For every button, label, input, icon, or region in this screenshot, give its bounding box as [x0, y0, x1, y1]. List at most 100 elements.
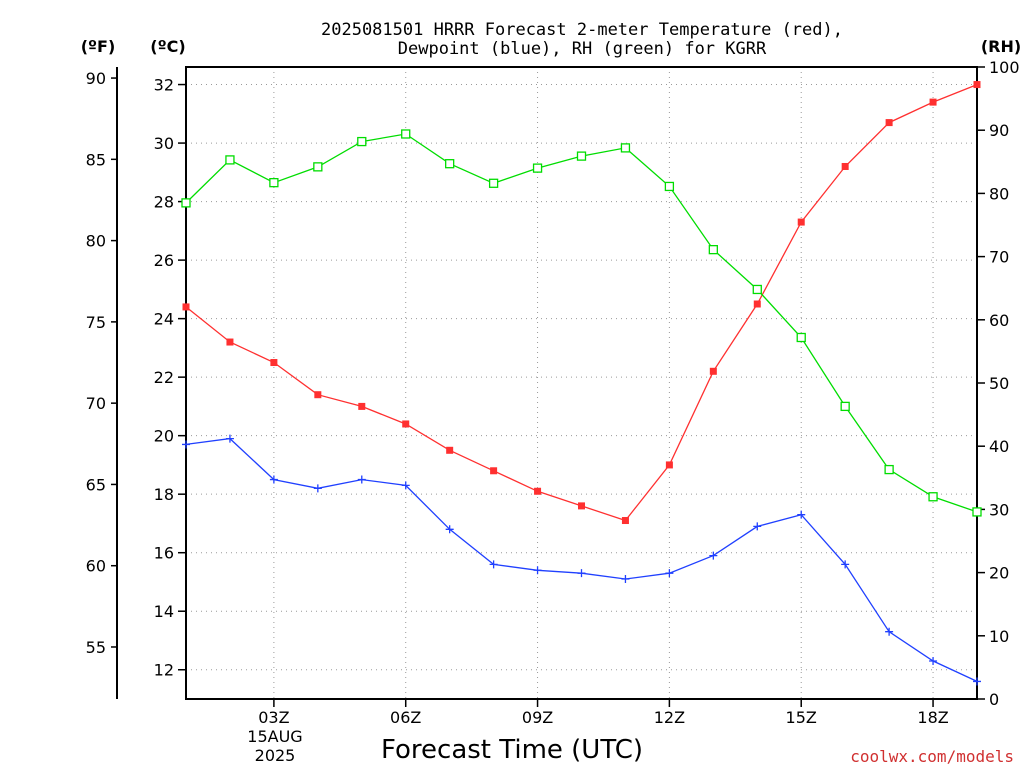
- fahrenheit-unit-label: (ºF): [81, 37, 116, 56]
- dewpoint-point: [709, 551, 718, 560]
- celsius-tick-label: 16: [154, 544, 174, 563]
- fahrenheit-tick-label: 75: [86, 313, 106, 332]
- date-label-year: 2025: [255, 746, 296, 765]
- temperature-point: [929, 98, 937, 106]
- date-label: 15AUG 2025: [247, 727, 302, 765]
- dewpoint-point: [357, 475, 366, 484]
- rh-tick-label: 70: [989, 248, 1009, 267]
- x-tick-label: 09Z: [522, 708, 553, 727]
- dewpoint-series: [182, 434, 981, 686]
- dewpoint-point: [533, 566, 542, 575]
- temperature-point: [621, 517, 629, 525]
- rh-point: [576, 151, 587, 161]
- temperature-point: [578, 502, 585, 510]
- fahrenheit-tick-label: 70: [86, 394, 106, 413]
- celsius-tick-label: 28: [154, 193, 174, 212]
- temperature-point: [885, 119, 893, 127]
- dewpoint-point: [665, 569, 674, 578]
- temperature-point: [490, 467, 498, 475]
- rh-point: [269, 178, 279, 188]
- fahrenheit-tick-label: 80: [86, 232, 106, 251]
- rh-point: [796, 332, 806, 343]
- rh-point: [445, 159, 455, 169]
- celsius-tick-label: 18: [154, 485, 174, 504]
- dewpoint-point: [621, 575, 630, 584]
- chart-title: 2025081501 HRRR Forecast 2-meter Tempera…: [321, 20, 843, 59]
- fahrenheit-tick-label: 65: [86, 475, 106, 494]
- dewpoint-point: [885, 627, 894, 636]
- temperature-point: [402, 420, 410, 428]
- x-tick-label: 18Z: [917, 708, 948, 727]
- temperature-point: [446, 446, 454, 454]
- x-tick-label: 15Z: [786, 708, 817, 727]
- temperature-point: [270, 359, 278, 367]
- temperature-point: [182, 303, 190, 311]
- rh-tick-label: 90: [989, 121, 1009, 140]
- title-line-1: 2025081501 HRRR Forecast 2-meter Tempera…: [321, 20, 843, 40]
- temperature-series: [182, 81, 981, 525]
- dewpoint-point: [182, 440, 190, 449]
- rh-point: [708, 244, 718, 255]
- temperature-point: [709, 367, 717, 375]
- x-axis-title: Forecast Time (UTC): [381, 735, 643, 765]
- dewpoint-point: [753, 522, 762, 531]
- dewpoint-point: [797, 510, 806, 519]
- dewpoint-point: [577, 569, 586, 578]
- celsius-tick-label: 32: [154, 76, 174, 95]
- rh-tick-label: 80: [989, 184, 1009, 203]
- fahrenheit-tick-label: 85: [86, 150, 106, 169]
- rh-tick-label: 10: [989, 627, 1009, 646]
- plot-frame: [185, 66, 978, 700]
- rh-point: [620, 143, 631, 153]
- dewpoint-point: [841, 560, 850, 569]
- dewpoint-point: [225, 434, 234, 443]
- grid: [186, 67, 977, 699]
- temperature-line: [185, 83, 978, 522]
- rh-point: [972, 507, 982, 517]
- celsius-tick-label: 24: [154, 310, 174, 329]
- rh-point: [928, 492, 938, 502]
- rh-unit-label: (RH): [981, 37, 1021, 56]
- rh-point: [313, 162, 323, 172]
- rh-point: [840, 401, 850, 412]
- x-tick-label: 06Z: [390, 708, 421, 727]
- dewpoint-point: [489, 560, 498, 569]
- data-series: [181, 81, 982, 686]
- dewpoint-point: [313, 484, 322, 493]
- source-credit: coolwx.com/models: [850, 747, 1014, 766]
- date-label-day: 15AUG: [247, 727, 302, 746]
- celsius-tick-label: 20: [154, 427, 174, 446]
- title-line-2: Dewpoint (blue), RH (green) for KGRR: [398, 39, 767, 59]
- rh-line: [185, 133, 978, 513]
- dewpoint-line: [185, 437, 978, 682]
- rh-point: [884, 464, 894, 475]
- x-tick-label: 03Z: [258, 708, 289, 727]
- celsius-tick-label: 30: [154, 134, 174, 153]
- rh-tick-label: 40: [989, 437, 1009, 456]
- temperature-point: [534, 487, 542, 495]
- dewpoint-point: [973, 677, 981, 686]
- celsius-tick-label: 26: [154, 251, 174, 270]
- rh-point: [752, 284, 762, 295]
- celsius-tick-label: 12: [154, 661, 174, 680]
- temperature-point: [753, 300, 761, 308]
- rh-point: [401, 129, 411, 139]
- x-tick-label: 12Z: [654, 708, 685, 727]
- dewpoint-point: [269, 475, 278, 484]
- rh-point: [225, 155, 235, 165]
- celsius-unit-label: (ºC): [150, 37, 185, 56]
- temperature-point: [797, 218, 805, 226]
- dewpoint-point: [929, 656, 938, 665]
- temperature-point: [973, 81, 981, 89]
- temperature-point: [226, 338, 234, 346]
- rh-tick-label: 30: [989, 500, 1009, 519]
- dewpoint-point: [401, 481, 410, 490]
- rh-point: [488, 178, 499, 188]
- rh-tick-label: 20: [989, 564, 1009, 583]
- rh-series: [181, 129, 982, 517]
- rh-point: [664, 181, 675, 192]
- fahrenheit-tick-label: 60: [86, 557, 106, 576]
- temperature-point: [314, 391, 322, 399]
- fahrenheit-tick-label: 55: [86, 638, 106, 657]
